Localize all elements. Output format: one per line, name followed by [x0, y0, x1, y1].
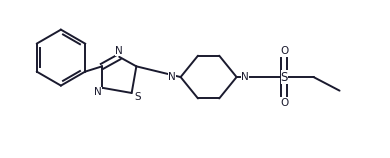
Text: S: S: [281, 71, 288, 84]
Text: N: N: [241, 72, 249, 82]
Text: O: O: [280, 98, 289, 108]
Text: O: O: [280, 46, 289, 56]
Text: N: N: [115, 46, 123, 56]
Text: S: S: [134, 92, 141, 102]
Text: N: N: [168, 72, 176, 82]
Text: N: N: [94, 87, 102, 97]
